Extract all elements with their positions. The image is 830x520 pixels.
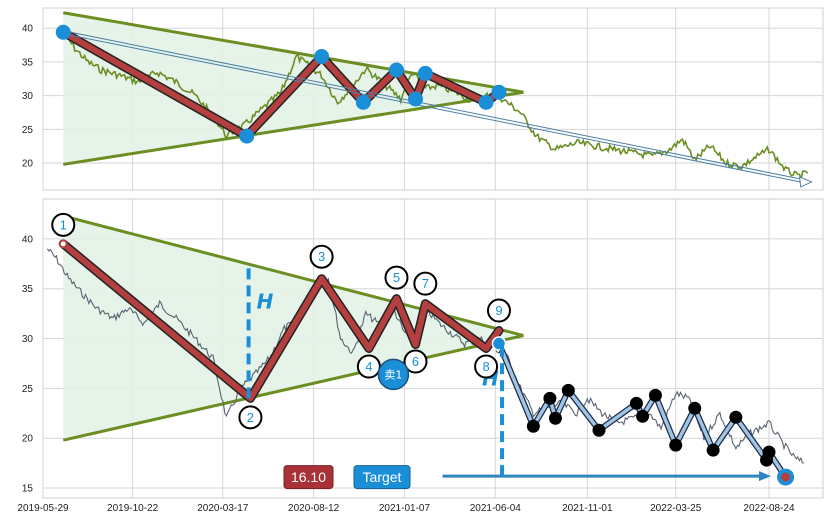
trend-arrow-line bbox=[63, 33, 808, 184]
pattern-point-label: 6 bbox=[412, 354, 419, 369]
breakdown-point bbox=[706, 443, 720, 457]
x-tick-label: 2022-08-24 bbox=[743, 503, 795, 514]
price-line bbox=[62, 31, 809, 182]
target-arrow-head bbox=[758, 471, 771, 482]
pattern-point-label: 2 bbox=[247, 410, 254, 425]
pattern-point bbox=[408, 91, 424, 107]
pattern-point-badge bbox=[51, 212, 76, 237]
y-tick-label: 20 bbox=[22, 434, 34, 445]
y-tick-label: 30 bbox=[22, 91, 34, 102]
breakdown-point bbox=[629, 396, 643, 410]
y-tick-label: 35 bbox=[22, 57, 34, 68]
x-tick-label: 2019-05-29 bbox=[17, 503, 69, 514]
triangle-lower-line bbox=[63, 90, 524, 166]
pattern-point bbox=[55, 24, 71, 40]
x-tick-label: 2021-11-01 bbox=[562, 503, 613, 514]
breakdown-point bbox=[762, 445, 776, 459]
pattern-point bbox=[491, 84, 507, 100]
x-axis: 2019-05-29 2019-10-22 2020-03-17 2020-08-12… bbox=[17, 503, 795, 514]
triangle-lower-line bbox=[62, 334, 524, 442]
pattern-point-label: 3 bbox=[318, 249, 325, 264]
pattern-point-badge bbox=[238, 405, 263, 430]
pattern-point-label: 5 bbox=[393, 270, 400, 285]
x-tick-label: 2022-03-25 bbox=[650, 503, 702, 514]
pattern-point-label: 8 bbox=[482, 359, 489, 374]
x-tick-label: 2020-08-12 bbox=[288, 503, 340, 514]
breakdown-path bbox=[497, 342, 788, 479]
pattern-point bbox=[355, 94, 371, 110]
sell-label: 卖1 bbox=[384, 368, 402, 381]
y-tick-label: 15 bbox=[22, 484, 34, 495]
breakdown-point bbox=[636, 409, 650, 423]
y-tick-label: 30 bbox=[22, 334, 34, 345]
pattern-point bbox=[314, 49, 330, 65]
breakdown-point bbox=[688, 401, 702, 415]
breakdown-point bbox=[548, 411, 562, 425]
pattern-point bbox=[388, 62, 404, 78]
pattern-point-badge bbox=[474, 354, 499, 379]
y-tick-label: 25 bbox=[22, 125, 34, 136]
pattern-point-badge bbox=[403, 349, 428, 374]
target-value-box bbox=[283, 465, 334, 490]
x-tick-label: 2021-01-07 bbox=[379, 503, 431, 514]
pattern-point-badge bbox=[309, 244, 334, 269]
sell-marker bbox=[377, 358, 410, 391]
pattern-point-label: 7 bbox=[422, 276, 429, 291]
start-point bbox=[58, 239, 68, 249]
pattern-point bbox=[239, 128, 255, 144]
pattern-point bbox=[417, 65, 433, 81]
pattern-point-badge bbox=[486, 298, 511, 323]
breakdown-point bbox=[669, 438, 683, 452]
target-point-core bbox=[781, 472, 791, 482]
y-tick-label: 25 bbox=[22, 384, 34, 395]
breakdown-point bbox=[561, 383, 575, 397]
pattern-point-label: 9 bbox=[495, 303, 502, 318]
pattern-point-label: 1 bbox=[60, 217, 67, 232]
height-label: H bbox=[257, 290, 274, 314]
pattern-point-badge bbox=[413, 271, 438, 296]
target-box bbox=[353, 465, 411, 490]
x-tick-label: 2020-03-17 bbox=[197, 503, 249, 514]
breakdown-point bbox=[543, 391, 557, 405]
breakdown-point bbox=[592, 423, 606, 437]
trend-arrow-line bbox=[63, 30, 808, 181]
pattern-point-label: 4 bbox=[365, 359, 372, 374]
target-label: Target bbox=[363, 469, 402, 485]
y-tick-label: 35 bbox=[22, 284, 34, 295]
trend-arrow-head bbox=[799, 176, 813, 188]
breakdown-point bbox=[729, 410, 743, 424]
breakdown-point bbox=[526, 419, 540, 433]
pattern-point bbox=[478, 94, 494, 110]
x-tick-label: 2021-06-04 bbox=[470, 503, 522, 514]
pattern-zigzag bbox=[60, 240, 502, 402]
overview-panel: 20 25 30 35 40 bbox=[22, 7, 824, 191]
x-tick-label: 2019-10-22 bbox=[107, 503, 159, 514]
y-tick-label: 20 bbox=[22, 159, 34, 170]
pattern-point-badge bbox=[384, 265, 409, 290]
y-tick-label: 40 bbox=[22, 234, 34, 245]
breakdown-point bbox=[648, 388, 662, 402]
y-tick-label: 40 bbox=[22, 24, 34, 35]
target-value-label: 16.10 bbox=[291, 469, 326, 485]
